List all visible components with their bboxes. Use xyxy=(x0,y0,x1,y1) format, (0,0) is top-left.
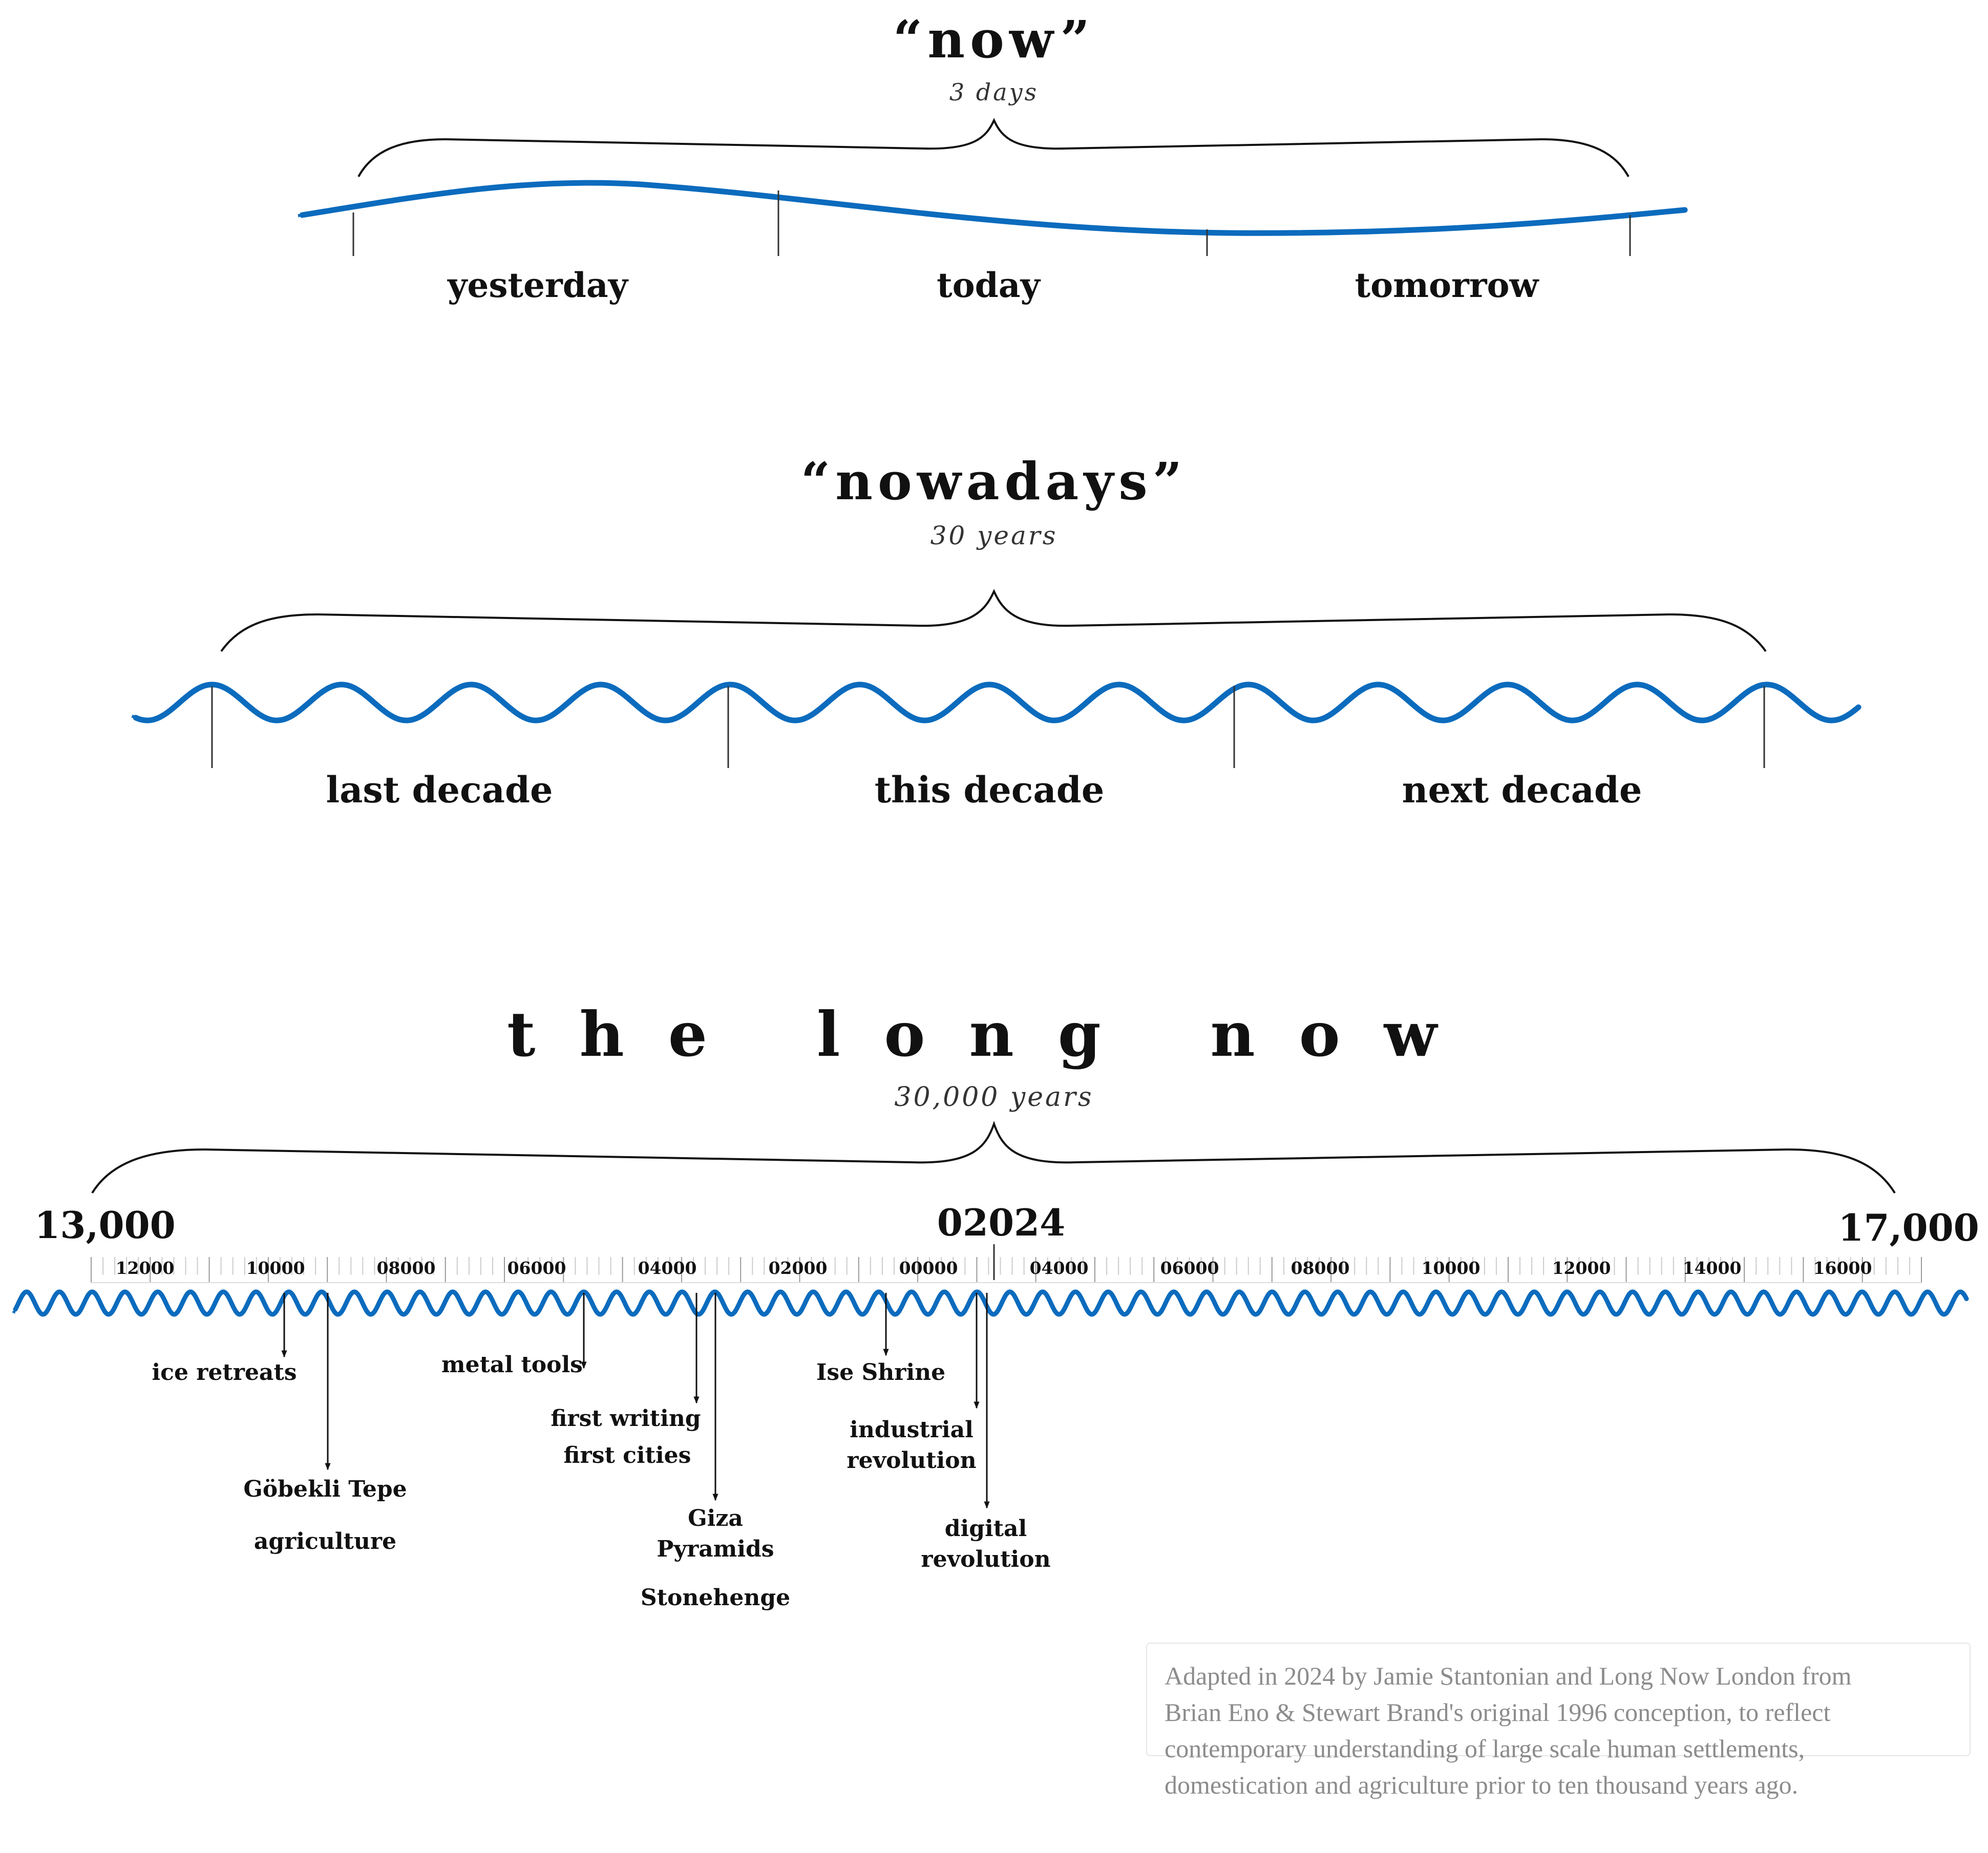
nowadays-title: “nowadays” xyxy=(801,451,1187,512)
now-label-tomorrow: tomorrow xyxy=(1355,265,1540,305)
nowadays-timeline-wave xyxy=(131,681,1862,723)
event-industrial-revolution-line2: revolution xyxy=(847,1447,976,1474)
credit-line: Brian Eno & Stewart Brand's original 199… xyxy=(1165,1698,1831,1727)
credit-line: contemporary understanding of large scal… xyxy=(1165,1734,1805,1763)
long-now-axis: 12000 10000 08000 06000 04000 02000 00000 04000… xyxy=(91,1257,1922,1283)
credit-note: Adapted in 2024 by Jamie Stantonian and … xyxy=(1146,1643,1971,1799)
long-now-end-label: 17,000 xyxy=(1838,1206,1979,1249)
axis-tick-label: 08000 xyxy=(1291,1258,1350,1278)
long-now-timeline-wave xyxy=(12,1289,1969,1317)
axis-tick-label: 10000 xyxy=(246,1258,305,1278)
now-timeline-curve xyxy=(298,180,1688,236)
axis-tick-label: 04000 xyxy=(1030,1258,1089,1278)
event-digital-revolution-line2: revolution xyxy=(921,1546,1050,1572)
event-metal-tools: metal tools xyxy=(441,1352,583,1378)
axis-tick-label: 06000 xyxy=(1160,1258,1219,1278)
long-now-start-label: 13,000 xyxy=(34,1203,176,1247)
long-now-span: 30,000 years xyxy=(894,1082,1093,1113)
credit-line: Adapted in 2024 by Jamie Stantonian and … xyxy=(1165,1662,1852,1690)
nowadays-label-this-decade: this decade xyxy=(875,769,1105,811)
nowadays-section: “nowadays” 30 years last decade this dec… xyxy=(131,451,1862,811)
event-agriculture: agriculture xyxy=(254,1528,396,1554)
axis-tick-label: 02000 xyxy=(769,1258,828,1278)
nowadays-label-next-decade: next decade xyxy=(1402,769,1642,811)
long-now-center-label: 02024 xyxy=(937,1201,1066,1244)
event-giza-pyramids-line2: Pyramids xyxy=(657,1536,774,1562)
axis-tick-label: 12000 xyxy=(1552,1258,1611,1278)
long-now-section: the long now 30,000 years 13,000 02024 1… xyxy=(12,998,1979,1611)
event-stonehenge: Stonehenge xyxy=(641,1585,790,1611)
credit-line: domestication and agriculture prior to t… xyxy=(1165,1771,1799,1799)
event-gobekli-tepe: Göbekli Tepe xyxy=(243,1476,407,1502)
long-now-title: the long now xyxy=(507,998,1481,1071)
event-industrial-revolution-line1: industrial xyxy=(850,1417,974,1443)
now-title: “now” xyxy=(893,9,1095,70)
nowadays-span: 30 years xyxy=(930,521,1058,550)
now-label-yesterday: yesterday xyxy=(447,265,629,305)
axis-tick-label: 06000 xyxy=(507,1258,566,1278)
event-digital-revolution-line1: digital xyxy=(945,1516,1027,1542)
axis-tick-label: 00000 xyxy=(899,1258,958,1278)
axis-tick-label: 14000 xyxy=(1683,1258,1742,1278)
event-ice-retreats: ice retreats xyxy=(152,1359,297,1386)
axis-tick-label: 10000 xyxy=(1422,1258,1481,1278)
axis-tick-label: 16000 xyxy=(1813,1258,1872,1278)
event-ise-shrine: Ise Shrine xyxy=(816,1359,945,1386)
axis-tick-label: 08000 xyxy=(377,1258,436,1278)
event-first-writing: first writing xyxy=(551,1405,701,1432)
now-brace xyxy=(357,118,1630,177)
event-pointers xyxy=(281,1293,990,1509)
now-label-today: today xyxy=(937,265,1041,305)
event-first-cities: first cities xyxy=(564,1442,691,1468)
now-section: “now” 3 days yesterday today tomorrow xyxy=(298,9,1688,305)
event-giza-pyramids-line1: Giza xyxy=(688,1505,743,1531)
nowadays-label-last-decade: last decade xyxy=(326,769,553,811)
nowadays-brace xyxy=(220,589,1767,652)
event-labels: ice retreats Göbekli Tepe agriculture me… xyxy=(152,1352,1050,1611)
axis-tick-label: 12000 xyxy=(116,1258,175,1278)
long-now-brace xyxy=(91,1121,1896,1194)
axis-tick-label: 04000 xyxy=(638,1258,697,1278)
now-span: 3 days xyxy=(949,78,1039,106)
